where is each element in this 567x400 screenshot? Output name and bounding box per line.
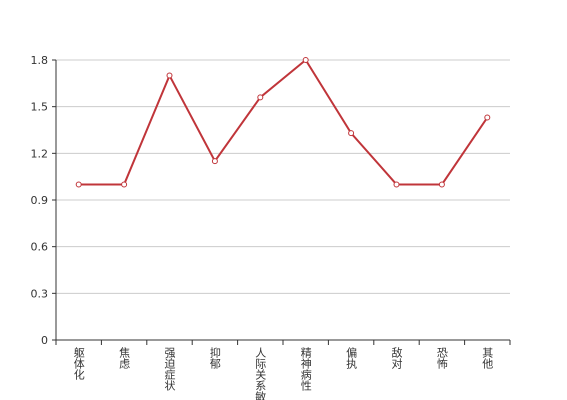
point [121, 181, 128, 188]
y-tick-label: 1.8 [31, 54, 49, 67]
point [393, 181, 400, 188]
point [302, 57, 309, 63]
x-tick-label: 抑郁 [208, 346, 221, 369]
point [75, 181, 82, 188]
point [211, 158, 218, 165]
y-tick-label: 0 [41, 334, 48, 347]
x-tick-label: 躯体化 [72, 347, 85, 381]
y-tick-label: 0.9 [31, 194, 49, 207]
point [348, 130, 355, 137]
line [78, 58, 489, 186]
point [484, 114, 491, 121]
y-tick-label: 0.3 [31, 287, 49, 300]
x-tick-label: 焦虑 [118, 347, 131, 369]
x-tick-label: 恐怖 [435, 347, 448, 369]
y-tick-label: 1.2 [31, 147, 49, 160]
point [166, 72, 173, 79]
x-tick-label: 其他 [481, 347, 494, 369]
x-tick-label: 偏执 [345, 346, 358, 370]
x-tick-label: 精神病性 [299, 347, 312, 392]
point [257, 94, 264, 101]
x-tick-label: 人际关系敏感 [254, 347, 267, 400]
y-tick-label: 0.6 [31, 241, 49, 254]
x-tick-label: 强迫症状 [163, 347, 176, 391]
y-tick-label: 1.5 [31, 101, 49, 114]
x-tick-label: 敌对 [390, 346, 403, 369]
point [438, 181, 445, 188]
